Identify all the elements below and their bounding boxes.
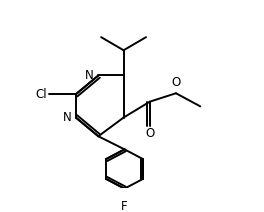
Text: O: O: [145, 127, 154, 140]
Text: Cl: Cl: [35, 88, 47, 101]
Text: F: F: [121, 200, 128, 212]
Text: N: N: [63, 111, 71, 124]
Text: O: O: [171, 76, 181, 89]
Text: N: N: [85, 69, 94, 82]
